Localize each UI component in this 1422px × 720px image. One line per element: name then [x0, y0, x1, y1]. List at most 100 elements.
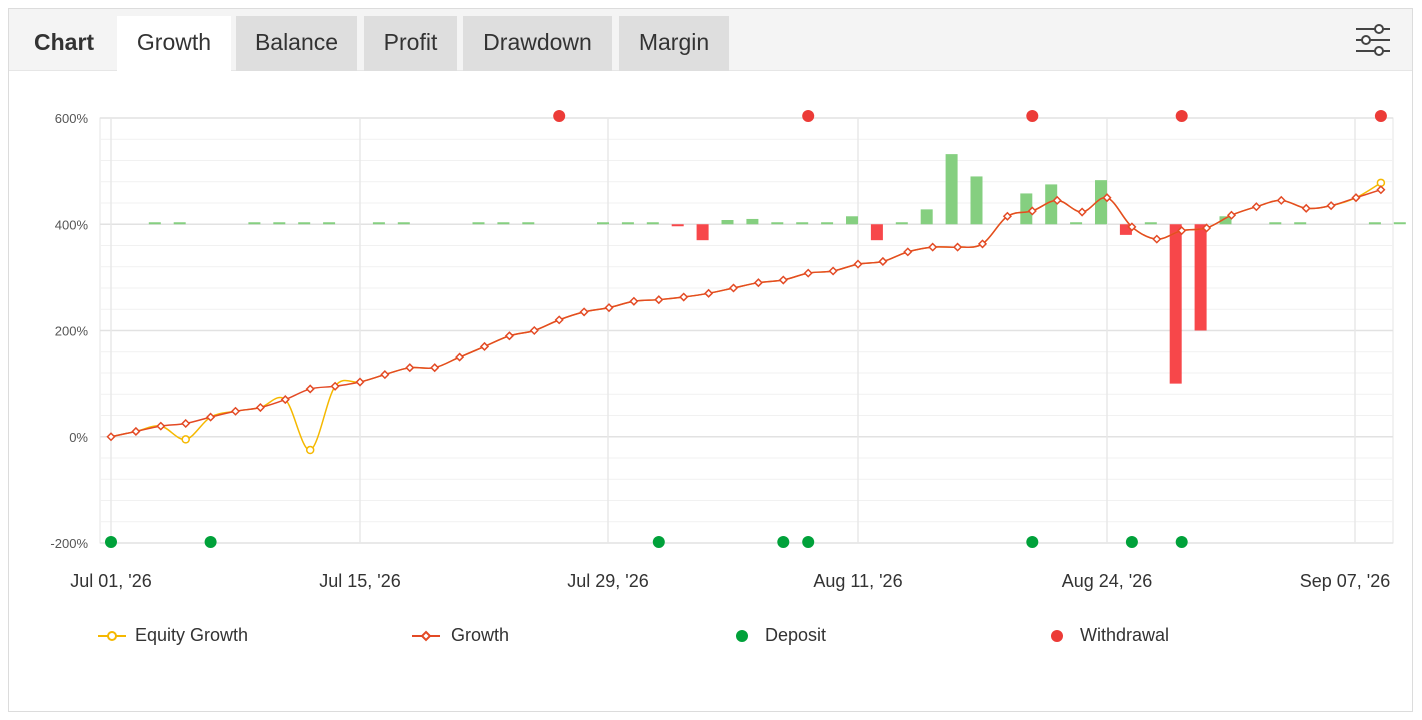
profit-bar	[173, 222, 186, 225]
growth-point	[1127, 222, 1137, 232]
deposit-marker	[802, 536, 815, 548]
x-tick-label: Sep 07, '26	[1300, 571, 1391, 591]
profit-bar	[1194, 224, 1207, 331]
profit-bar	[372, 222, 385, 225]
deposit-marker	[204, 536, 217, 548]
profit-bar	[796, 222, 809, 225]
growth-point	[1027, 206, 1037, 216]
growth-point	[928, 242, 938, 252]
deposit-marker	[1125, 536, 1138, 548]
growth-point	[704, 288, 714, 298]
profit-bar	[646, 222, 659, 225]
sliders-icon[interactable]	[1354, 23, 1392, 57]
growth-point	[280, 395, 290, 405]
growth-point	[206, 412, 216, 422]
withdrawal-marker	[802, 110, 815, 122]
y-tick-label: 600%	[55, 111, 89, 126]
equity-point	[305, 445, 315, 455]
growth-point	[156, 421, 166, 431]
profit-bar	[746, 218, 759, 225]
legend-label: Withdrawal	[1080, 625, 1170, 645]
profit-bar	[945, 154, 958, 225]
tab-balance[interactable]: Balance	[236, 16, 357, 71]
growth-point	[1276, 195, 1286, 205]
growth-point	[1251, 202, 1261, 212]
profit-bar	[771, 222, 784, 225]
growth-point	[1301, 203, 1311, 213]
profit-bar	[1045, 184, 1058, 225]
profit-bar	[821, 222, 834, 225]
profit-bar	[298, 222, 311, 225]
growth-point	[230, 406, 241, 416]
growth-point	[604, 303, 614, 313]
y-tick-label: -200%	[50, 536, 88, 551]
growth-point	[1326, 201, 1336, 211]
profit-bar	[323, 222, 336, 225]
legend-equity-growth[interactable]: Equity Growth	[98, 624, 278, 648]
profit-bar	[1368, 222, 1381, 225]
deposit-marker	[1026, 536, 1039, 548]
legend-deposit[interactable]: Deposit	[734, 624, 854, 648]
profit-bar	[1070, 222, 1083, 225]
growth-point	[1052, 195, 1062, 205]
legend-growth[interactable]: Growth	[412, 624, 532, 648]
growth-point	[903, 247, 913, 257]
profit-bar	[472, 222, 485, 225]
growth-point	[1077, 207, 1087, 217]
growth-point	[977, 239, 988, 249]
withdrawal-legend-icon	[1051, 630, 1063, 642]
profit-bar	[1269, 222, 1282, 225]
tab-drawdown[interactable]: Drawdown	[463, 16, 612, 71]
profit-bar	[1219, 216, 1232, 225]
profit-bar	[846, 216, 858, 225]
growth-point	[529, 325, 539, 336]
chart-title: Chart	[34, 29, 95, 55]
growth-point	[828, 266, 838, 276]
growth-point	[380, 370, 390, 380]
profit-bar	[970, 176, 983, 225]
x-tick-label: Jul 29, '26	[567, 571, 649, 591]
profit-bar	[397, 222, 410, 225]
growth-legend-icon	[412, 630, 440, 642]
growth-point	[1351, 193, 1361, 203]
growth-point	[455, 352, 465, 362]
growth-point	[181, 418, 191, 429]
growth-point	[554, 315, 564, 325]
growth-point	[853, 259, 863, 269]
profit-bar	[497, 222, 510, 225]
profit-bar	[1020, 193, 1033, 225]
tab-profit[interactable]: Profit	[364, 16, 457, 71]
profit-bar	[1393, 222, 1406, 225]
growth-line	[110, 189, 1382, 438]
profit-bar	[696, 224, 709, 241]
profit-bar	[597, 222, 609, 225]
deposit-marker	[777, 536, 790, 548]
deposit-marker	[652, 536, 665, 548]
legend-label: Equity Growth	[135, 625, 249, 645]
profit-bar	[671, 224, 684, 227]
profit-bar	[895, 222, 908, 225]
growth-point	[1002, 211, 1012, 221]
profit-bar	[148, 222, 161, 225]
growth-point	[654, 295, 664, 305]
growth-point	[1376, 185, 1386, 195]
growth-point	[131, 426, 141, 436]
profit-bar	[1144, 222, 1157, 225]
profit-bar	[621, 222, 634, 225]
legend-label: Growth	[451, 625, 510, 645]
growth-point	[305, 384, 315, 394]
profit-bar	[1119, 224, 1132, 235]
tab-margin[interactable]: Margin	[619, 16, 729, 71]
growth-point	[753, 278, 763, 288]
legend-withdrawal[interactable]: Withdrawal	[1049, 624, 1189, 648]
growth-point	[579, 307, 589, 317]
legend-label: Deposit	[765, 625, 827, 645]
growth-point	[629, 296, 639, 306]
deposit-marker	[105, 536, 117, 548]
growth-point	[330, 381, 340, 391]
equity-point	[181, 435, 190, 444]
growth-point	[679, 292, 689, 302]
y-tick-label: 400%	[55, 217, 89, 232]
tab-growth[interactable]: Growth	[117, 16, 231, 71]
